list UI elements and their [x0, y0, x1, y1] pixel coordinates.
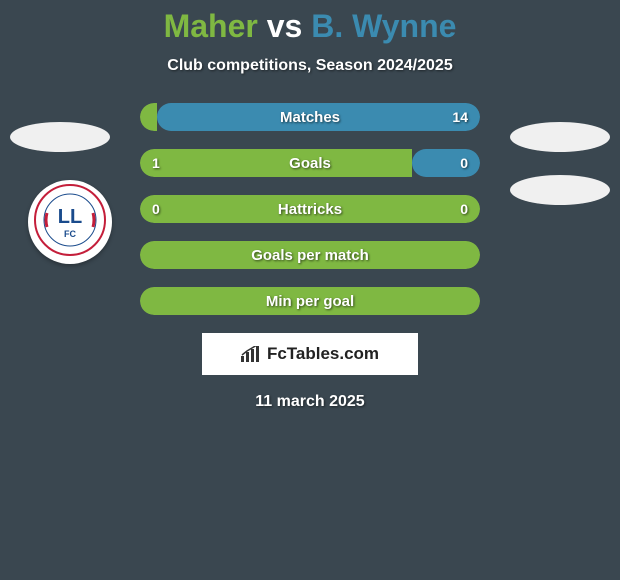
- club-badge-inner: LL FC: [33, 183, 107, 262]
- bar-value-left: 0: [152, 201, 160, 217]
- comparison-card: Maher vs B. Wynne Club competitions, Sea…: [0, 0, 620, 411]
- player2-avatar-placeholder: [510, 122, 610, 152]
- brand-text: FcTables.com: [267, 344, 379, 364]
- bar-value-right: 0: [460, 155, 468, 171]
- bar-value-right: 0: [460, 201, 468, 217]
- bar-value-left: 1: [152, 155, 160, 171]
- title: Maher vs B. Wynne: [0, 8, 620, 45]
- bar-label: Min per goal: [140, 293, 480, 310]
- date-text: 11 march 2025: [0, 393, 620, 411]
- stat-row: Min per goal: [0, 287, 620, 315]
- club-crest-icon: LL FC: [33, 183, 107, 257]
- bar-label: Goals per match: [140, 247, 480, 264]
- subtitle: Club competitions, Season 2024/2025: [0, 57, 620, 75]
- stat-bar: Goals per match: [140, 241, 480, 269]
- svg-text:FC: FC: [64, 229, 76, 239]
- player1-avatar-placeholder: [10, 122, 110, 152]
- bar-label: Goals: [140, 155, 480, 172]
- stat-bar: Min per goal: [140, 287, 480, 315]
- brand-box: FcTables.com: [202, 333, 418, 375]
- stat-row: Goals1 0: [0, 149, 620, 177]
- player1-name: Maher: [164, 8, 258, 44]
- chart-icon: [241, 346, 261, 362]
- player1-club-badge: LL FC: [28, 180, 112, 264]
- bar-label: Matches: [140, 109, 480, 126]
- player2-club-placeholder: [510, 175, 610, 205]
- vs-text: vs: [267, 8, 303, 44]
- stat-bar: Goals1 0: [140, 149, 480, 177]
- bar-label: Hattricks: [140, 201, 480, 218]
- svg-text:LL: LL: [58, 206, 82, 228]
- stat-bar: Matches14: [140, 103, 480, 131]
- stat-bar: Hattricks0 0: [140, 195, 480, 223]
- bar-value-right: 14: [452, 109, 468, 125]
- player2-name: B. Wynne: [311, 8, 456, 44]
